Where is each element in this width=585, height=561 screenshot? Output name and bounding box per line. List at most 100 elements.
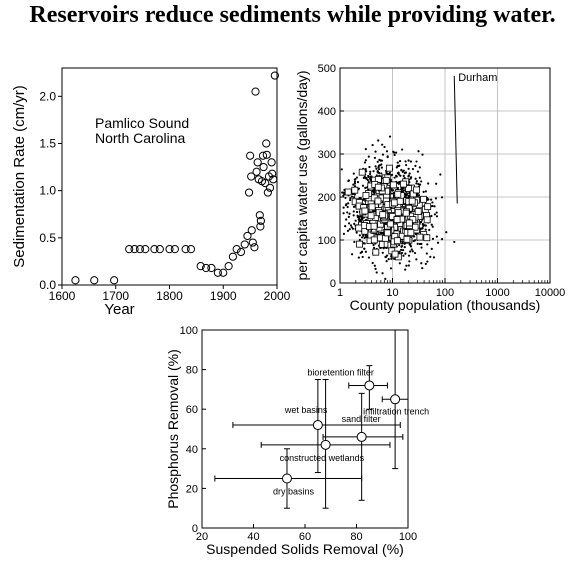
data-point-dot — [402, 169, 405, 172]
data-point-square — [358, 168, 366, 176]
data-point-square — [424, 203, 432, 211]
data-point-dot — [347, 222, 351, 225]
data-point-dot — [418, 166, 421, 169]
data-point-dot — [424, 190, 427, 193]
data-point-square — [384, 229, 391, 237]
data-point — [207, 263, 216, 273]
y-tick-label: 60 — [186, 404, 198, 416]
data-point — [181, 245, 190, 254]
data-point-dot — [418, 242, 422, 246]
data-point-dot — [353, 222, 356, 225]
data-point — [228, 252, 238, 261]
data-point-dot — [398, 250, 401, 253]
data-point-dot — [405, 264, 408, 267]
data-point-dot — [413, 251, 417, 255]
y-tick-label: 40 — [186, 444, 198, 456]
data-point-dot — [353, 195, 356, 199]
data-point-dot — [395, 175, 398, 178]
data-point — [356, 431, 367, 442]
data-point-dot — [371, 261, 374, 265]
data-point-dot — [353, 205, 357, 208]
data-point-dot — [400, 169, 403, 172]
data-point-dot — [453, 240, 456, 244]
data-point-dot — [415, 160, 418, 163]
data-point-dot — [403, 172, 406, 175]
data-point-dot — [431, 225, 434, 228]
data-point-dot — [407, 254, 411, 257]
data-point-dot — [346, 229, 350, 232]
x-tick-label: 60 — [299, 531, 311, 543]
data-point-dot — [411, 167, 415, 171]
data-point-dot — [351, 227, 355, 230]
data-point-dot — [366, 178, 369, 182]
x-tick-label: 10 — [386, 287, 398, 299]
data-point — [125, 245, 134, 254]
data-point-dot — [342, 194, 345, 197]
data-point-dot — [404, 163, 408, 167]
data-point-dot — [360, 250, 364, 254]
data-point — [263, 188, 272, 197]
data-point — [312, 420, 323, 431]
data-point-square — [416, 233, 424, 241]
x-tick-label: 80 — [350, 531, 362, 543]
data-point-dot — [426, 260, 429, 263]
data-point-dot — [401, 148, 404, 151]
data-point-dot — [345, 218, 348, 221]
data-point-dot — [361, 184, 365, 187]
data-point-square — [362, 192, 370, 199]
y-tick-label: 0 — [192, 523, 198, 535]
data-point-square — [390, 199, 398, 207]
data-point-dot — [381, 153, 385, 156]
data-point-dot — [372, 246, 376, 249]
y-axis-label: per capita water use (gallons/day) — [294, 70, 310, 280]
data-point-dot — [417, 194, 421, 197]
data-point — [71, 276, 80, 285]
data-point-dot — [353, 185, 357, 188]
data-point-dot — [357, 218, 360, 221]
x-tick-label: 40 — [247, 531, 259, 543]
data-point-dot — [374, 267, 377, 270]
data-point-square — [423, 216, 431, 224]
data-point-dot — [367, 180, 370, 184]
data-point — [281, 473, 292, 484]
data-point-square — [374, 183, 382, 191]
x-tick-label: 10000 — [535, 287, 566, 299]
data-point-dot — [360, 236, 364, 239]
data-point — [256, 216, 265, 225]
data-point-dot — [348, 228, 351, 231]
data-point-dot — [364, 148, 367, 151]
data-point-dot — [431, 201, 434, 204]
data-point-dot — [401, 240, 404, 243]
data-point-dot — [404, 193, 407, 196]
data-point-dot — [416, 192, 419, 196]
data-point-square — [355, 224, 363, 232]
x-tick-label: 1800 — [156, 289, 183, 303]
data-point — [247, 172, 256, 181]
data-point-square — [394, 190, 402, 198]
data-point-dot — [371, 143, 374, 147]
data-point-dot — [402, 187, 405, 190]
data-point-dot — [407, 167, 410, 170]
data-point-square — [356, 240, 363, 248]
data-point-dot — [346, 205, 349, 209]
x-tick-label: 1600 — [49, 289, 76, 303]
data-point-dot — [358, 234, 361, 237]
data-point-dot — [402, 189, 405, 193]
data-point-dot — [402, 254, 405, 257]
data-point-dot — [396, 161, 399, 164]
y-tick-label: 300 — [318, 149, 336, 161]
data-point — [201, 263, 211, 273]
data-point — [259, 162, 268, 172]
point-label: infiltration trench — [363, 406, 429, 416]
data-point-square — [391, 250, 399, 258]
data-point — [224, 262, 233, 271]
data-point-dot — [351, 253, 354, 256]
data-point — [244, 188, 254, 197]
data-point-dot — [424, 262, 427, 265]
data-point-dot — [355, 176, 359, 179]
y-tick-label: 500 — [318, 63, 336, 75]
x-tick-label: 1900 — [210, 289, 237, 303]
x-tick-label: 20 — [196, 531, 208, 543]
data-point-dot — [432, 256, 436, 259]
data-point-dot — [410, 248, 413, 251]
